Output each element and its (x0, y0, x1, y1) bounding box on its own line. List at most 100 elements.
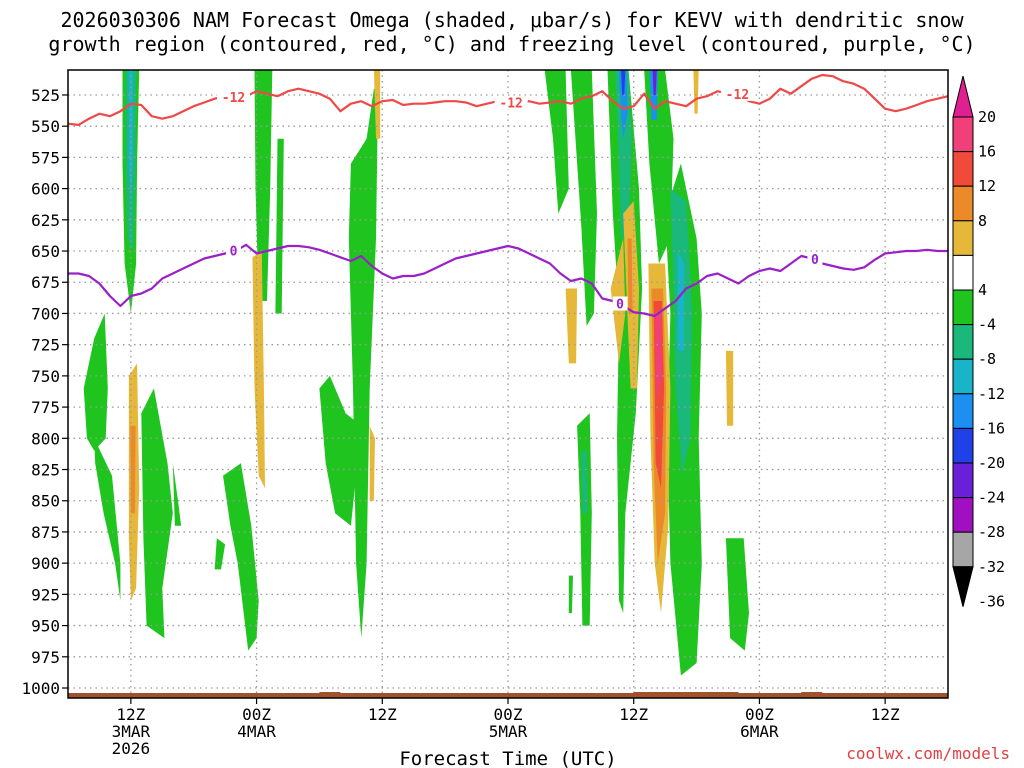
omega-shade-30 (677, 251, 684, 351)
colorbar-bottom-arrow (952, 566, 974, 607)
colorbar-label-3: 8 (978, 212, 987, 230)
x-tick-label-2-0: 12Z (368, 705, 397, 724)
y-tick-label-1: 550 (31, 117, 60, 136)
credit-text: coolwx.com/models (846, 744, 1010, 763)
contours: -12 -12 -12 0 0 0 (68, 73, 948, 318)
y-tick-label-12: 825 (31, 461, 60, 480)
omega-shade-4 (94, 438, 121, 601)
contour-line-1 (68, 243, 948, 318)
omega-shade-39 (568, 575, 573, 614)
x-tick-label-3-0: 00Z (494, 705, 523, 724)
colorbar-bin-1 (952, 151, 974, 187)
colorbar-label-4: 4 (978, 281, 987, 299)
contour-label-bg-1-0 (226, 243, 242, 258)
x-tick-label-6-0: 12Z (871, 705, 900, 724)
y-tick-label-13: 850 (31, 492, 60, 511)
colorbar-bin-0 (952, 116, 974, 153)
colorbar-label-9: -20 (978, 454, 1005, 472)
terrain-fill (68, 693, 948, 698)
y-axis: 525 550 575 600 625 650 675 700 725 750 775 800 825 8… (21, 86, 68, 698)
omega-shade-36 (654, 313, 662, 401)
y-tick-label-0: 525 (31, 86, 60, 105)
colorbar-label-7: -12 (978, 385, 1005, 403)
contour-label-bg-1-2 (807, 252, 823, 267)
colorbar-bin-4 (952, 254, 974, 291)
colorbar-bin-5 (952, 289, 974, 326)
y-tick-label-18: 975 (31, 648, 60, 667)
x-tick-label-5-0: 00Z (745, 705, 774, 724)
omega-shade-27 (652, 70, 657, 95)
y-tick-label-10: 775 (31, 398, 60, 417)
colorbar-bin-11 (952, 497, 974, 533)
terrain (68, 692, 948, 698)
y-tick-label-7: 700 (31, 304, 60, 323)
grid (68, 70, 948, 698)
chart-title-line-2: growth region (contoured, red, °C) and f… (48, 32, 976, 56)
contour-label-bg-0-0 (217, 90, 251, 105)
colorbar-label-0: 20 (978, 108, 996, 126)
omega-shade-17 (345, 413, 362, 476)
omega-shade-3 (83, 313, 108, 451)
y-tick-label-6: 675 (31, 273, 60, 292)
omega-shade-11 (252, 251, 265, 489)
contour-label-1-0: 0 (230, 245, 238, 260)
colorbar: 20 16 12 8 4 -4 -8 -12 -16 -20 -24 -28 -32 -36 (952, 75, 1005, 610)
omega-shade-6 (172, 463, 182, 526)
colorbar-label-6: -8 (978, 350, 996, 368)
y-tick-label-4: 625 (31, 211, 60, 230)
omega-shade-20 (570, 70, 597, 326)
colorbar-label-2: 12 (978, 177, 996, 195)
x-tick-label-1-1: 4MAR (237, 722, 276, 741)
x-tick-label-3-1: 5MAR (489, 722, 528, 741)
terrain-bump-2 (801, 692, 823, 696)
colorbar-top-arrow (952, 75, 974, 118)
colorbar-bin-6 (952, 324, 974, 360)
terrain-bump-1 (633, 692, 739, 696)
omega-shade-14 (348, 88, 379, 639)
omega-shade-23 (619, 70, 628, 139)
contour-label-1-1: 0 (616, 297, 624, 312)
omega-shade-16 (319, 375, 357, 526)
contour-label-bg-1-1 (612, 296, 628, 311)
omega-shade-43 (725, 350, 734, 426)
omega-shade-44 (693, 70, 699, 114)
omega-shading (83, 70, 749, 676)
colorbar-label-10: -24 (978, 489, 1005, 507)
y-tick-label-2: 575 (31, 148, 60, 167)
y-tick-label-11: 800 (31, 429, 60, 448)
colorbar-label-13: -36 (978, 592, 1005, 610)
colorbar-label-5: -4 (978, 316, 996, 334)
omega-shade-10 (275, 138, 284, 314)
chart-title: 2026030306 NAM Forecast Omega (shaded, μ… (0, 8, 1024, 56)
contour-label-0-1: -12 (499, 97, 522, 112)
colorbar-bin-7 (952, 358, 974, 395)
colorbar-label-11: -28 (978, 523, 1005, 541)
omega-shade-24 (621, 70, 626, 95)
y-tick-label-17: 950 (31, 617, 60, 636)
colorbar-bin-9 (952, 427, 974, 464)
omega-shade-18 (369, 425, 375, 501)
x-tick-label-5-1: 6MAR (740, 722, 779, 741)
omega-shade-12 (223, 463, 259, 651)
contour-label-bg-0-1 (494, 95, 528, 110)
x-tick-label-4-0: 12Z (619, 705, 648, 724)
colorbar-label-1: 16 (978, 143, 996, 161)
colorbar-label-8: -16 (978, 419, 1005, 437)
x-axis-title: Forecast Time (UTC) (399, 748, 616, 768)
contour-label-bg-0-2 (720, 86, 754, 101)
x-tick-label-1-0: 00Z (242, 705, 271, 724)
terrain-bump-0 (319, 692, 341, 696)
y-tick-label-14: 875 (31, 523, 60, 542)
x-tick-label-0-2: 2026 (112, 739, 151, 758)
colorbar-bin-8 (952, 393, 974, 429)
y-tick-label-3: 600 (31, 180, 60, 199)
y-tick-label-9: 750 (31, 367, 60, 386)
omega-shade-19 (544, 70, 569, 214)
omega-shade-5 (141, 388, 173, 639)
omega-shade-32 (627, 238, 633, 314)
y-tick-label-15: 900 (31, 554, 60, 573)
chart-title-line-1: 2026030306 NAM Forecast Omega (shaded, μ… (60, 8, 964, 32)
omega-shade-22 (614, 70, 632, 239)
